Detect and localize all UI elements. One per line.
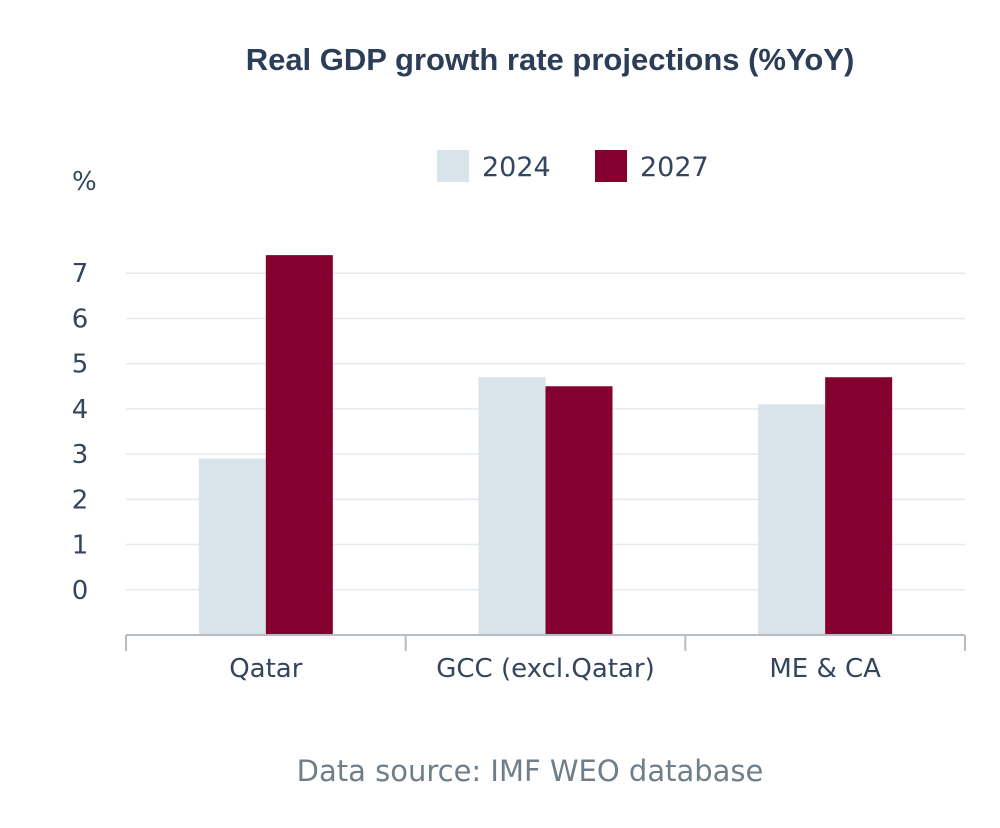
data-source-note: Data source: IMF WEO database xyxy=(297,754,764,788)
chart-title: Real GDP growth rate projections (%YoY) xyxy=(246,42,855,77)
bar-2027-qatar xyxy=(265,255,333,635)
y-tick-label: 6 xyxy=(72,304,89,334)
bar-2024-me-ca xyxy=(758,404,826,635)
x-tick-label: GCC (excl.Qatar) xyxy=(436,654,654,684)
y-axis-unit-label: % xyxy=(72,167,97,197)
y-axis-ticks: 0 1 2 3 4 5 6 7 xyxy=(72,259,89,606)
y-tick-label: 1 xyxy=(72,531,89,561)
legend-swatch-2024 xyxy=(437,150,469,182)
y-tick-label: 2 xyxy=(72,485,89,515)
legend-swatch-2027 xyxy=(595,150,627,182)
x-tick-label: ME & CA xyxy=(769,654,881,684)
y-tick-label: 4 xyxy=(72,395,89,425)
bar-2027-me-ca xyxy=(825,377,893,635)
bars xyxy=(198,255,893,635)
legend-label-2027: 2027 xyxy=(640,152,709,183)
y-tick-label: 0 xyxy=(72,576,89,606)
x-axis: Qatar GCC (excl.Qatar) ME & CA xyxy=(125,634,966,684)
legend-label-2024: 2024 xyxy=(482,152,551,183)
y-tick-label: 5 xyxy=(72,350,89,380)
x-tick-label: Qatar xyxy=(229,654,303,684)
y-tick-label: 3 xyxy=(72,440,89,470)
y-tick-label: 7 xyxy=(72,259,89,289)
bar-2024-gcc-excl-qatar- xyxy=(478,377,546,635)
bar-2027-gcc-excl-qatar- xyxy=(545,386,613,635)
bar-2024-qatar xyxy=(198,458,266,635)
legend: 2024 2027 xyxy=(437,150,709,183)
